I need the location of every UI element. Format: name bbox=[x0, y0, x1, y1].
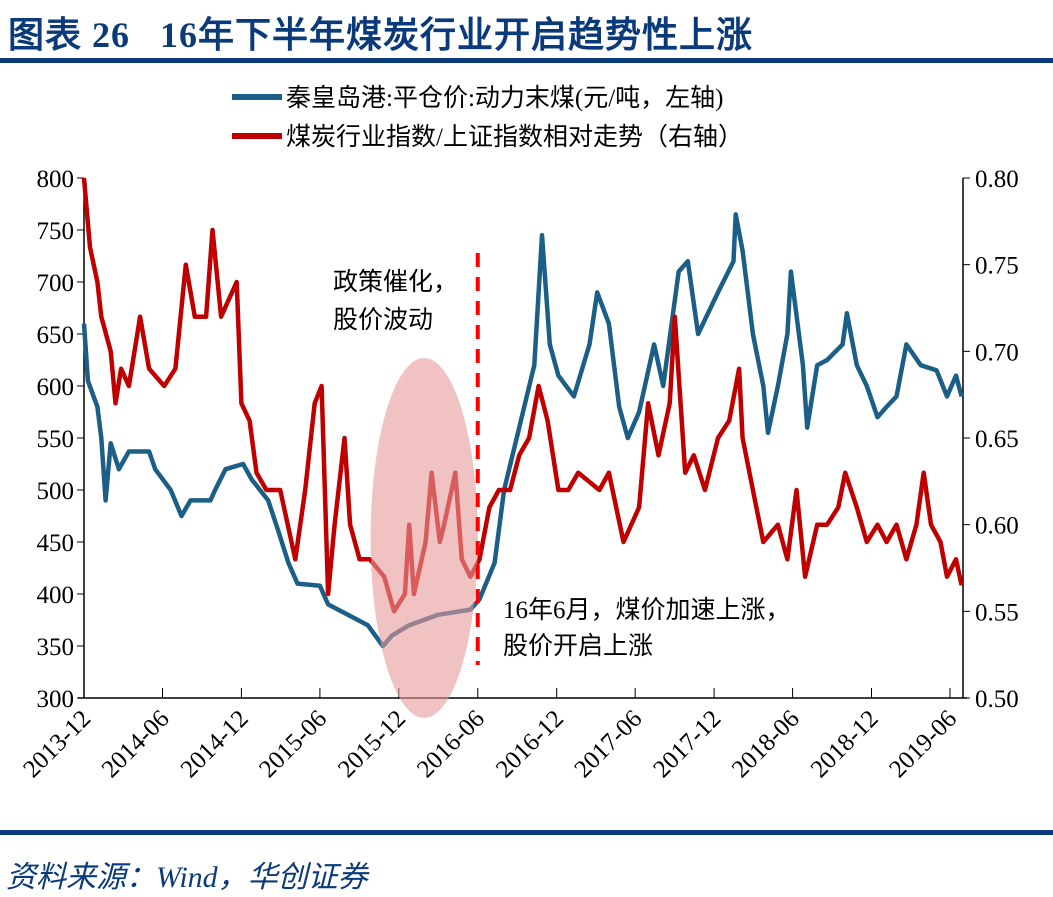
y-left-tick-label: 500 bbox=[37, 478, 75, 505]
footer-divider bbox=[0, 830, 1053, 835]
y-right-tick-label: 0.65 bbox=[975, 426, 1019, 453]
highlight-ellipse bbox=[370, 358, 478, 718]
x-tick-label: 2017-12 bbox=[648, 705, 726, 783]
y-left-tick-label: 350 bbox=[37, 634, 75, 661]
y-left-tick-label: 450 bbox=[37, 530, 75, 557]
x-tick-label: 2013-12 bbox=[18, 705, 96, 783]
annotation-june-2016-text: 16年6月，煤价加速上涨， bbox=[503, 596, 791, 624]
legend-label-coal-index: 煤炭行业指数/上证指数相对走势（右轴） bbox=[286, 123, 743, 151]
y-left-tick-label: 700 bbox=[37, 270, 75, 297]
y-left-tick-label: 300 bbox=[37, 686, 75, 713]
x-tick-label: 2014-06 bbox=[97, 705, 175, 783]
y-left-tick-label: 400 bbox=[37, 582, 75, 609]
y-right-tick-label: 0.75 bbox=[975, 253, 1019, 280]
y-left-tick-label: 600 bbox=[37, 374, 75, 401]
x-tick-label: 2018-12 bbox=[806, 705, 884, 783]
y-left-tick-label: 550 bbox=[37, 426, 75, 453]
x-tick-label: 2018-06 bbox=[727, 705, 805, 783]
y-left-tick-label: 800 bbox=[37, 166, 75, 193]
title-divider bbox=[0, 58, 1053, 63]
annotation-june-2016-text: 股价开启上涨 bbox=[503, 632, 653, 660]
y-right-tick-label: 0.80 bbox=[975, 166, 1019, 193]
x-tick-label: 2015-06 bbox=[254, 705, 332, 783]
x-tick-label: 2014-12 bbox=[176, 705, 254, 783]
series-line-coal-index bbox=[81, 177, 964, 614]
y-right-tick-label: 0.50 bbox=[975, 686, 1019, 713]
y-right-tick-label: 0.60 bbox=[975, 513, 1019, 540]
x-tick-label: 2016-12 bbox=[491, 705, 569, 783]
y-right-tick-label: 0.55 bbox=[975, 599, 1019, 626]
x-tick-label: 2019-06 bbox=[884, 705, 962, 783]
series-line-coal-price bbox=[81, 212, 964, 649]
legend-label-coal-price: 秦皇岛港:平仓价:动力末煤(元/吨，左轴) bbox=[286, 84, 724, 112]
annotation-policy-text: 政策催化， bbox=[333, 268, 458, 296]
x-tick-label: 2017-06 bbox=[569, 705, 647, 783]
chart-title: 图表 26 16年下半年煤炭行业开启趋势性上涨 bbox=[8, 15, 754, 55]
annotation-policy-text: 股价波动 bbox=[333, 306, 433, 334]
x-tick-label: 2015-12 bbox=[333, 705, 411, 783]
chart: 秦皇岛港:平仓价:动力末煤(元/吨，左轴) 煤炭行业指数/上证指数相对走势（右轴… bbox=[18, 84, 1019, 783]
y-left-tick-label: 750 bbox=[37, 218, 75, 245]
y-left-tick-label: 650 bbox=[37, 322, 75, 349]
legend: 秦皇岛港:平仓价:动力末煤(元/吨，左轴) 煤炭行业指数/上证指数相对走势（右轴… bbox=[232, 84, 743, 151]
y-right-tick-label: 0.70 bbox=[975, 339, 1019, 366]
source-note: 资料来源：Wind，华创证券 bbox=[6, 861, 368, 894]
